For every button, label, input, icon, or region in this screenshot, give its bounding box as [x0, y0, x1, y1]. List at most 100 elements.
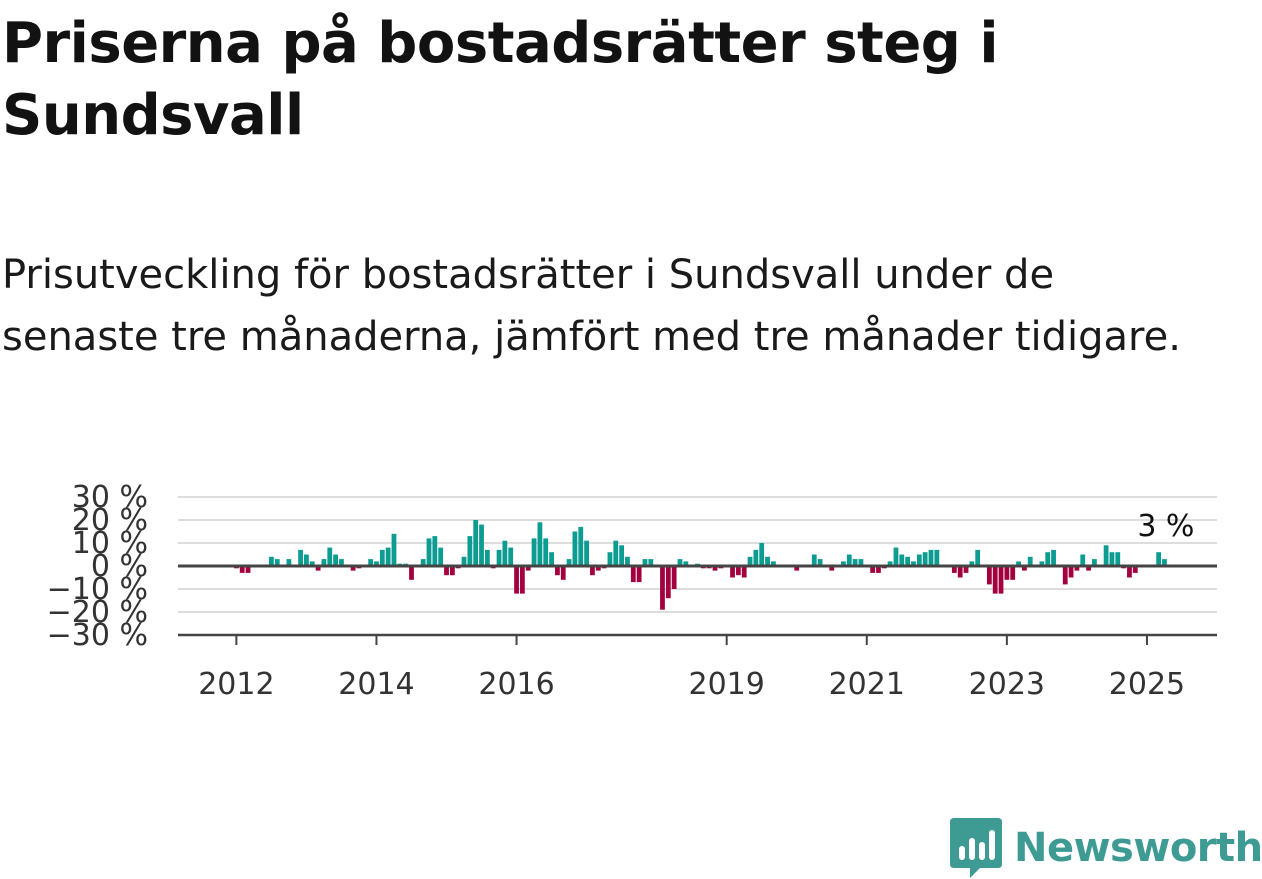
bar — [321, 559, 327, 566]
bar — [963, 566, 969, 573]
bar — [1156, 552, 1162, 566]
bar — [560, 566, 566, 580]
bar — [765, 556, 770, 566]
bar — [975, 549, 981, 566]
bar — [753, 549, 759, 566]
bar — [677, 559, 683, 566]
bar — [1109, 552, 1115, 566]
bar — [304, 554, 309, 566]
y-axis-labels: 30 %20 %10 %0 %−10 %−20 %−30 % — [47, 480, 148, 653]
bar — [502, 540, 508, 566]
bar — [613, 540, 619, 566]
bar — [409, 566, 414, 580]
bar — [619, 545, 625, 566]
bar — [444, 566, 449, 576]
bar — [1010, 566, 1016, 580]
bar — [449, 566, 455, 576]
bar — [438, 547, 444, 566]
y-tick-label: −20 % — [47, 595, 148, 630]
bar — [730, 566, 735, 578]
bar — [519, 566, 525, 594]
bar — [712, 566, 718, 571]
bar — [969, 561, 975, 566]
bar — [1039, 561, 1045, 566]
bar — [309, 561, 315, 566]
bar — [829, 566, 835, 571]
bar — [887, 561, 893, 566]
bar — [333, 554, 338, 566]
bar — [1103, 545, 1109, 566]
bar — [1074, 566, 1080, 571]
chart-subtitle: Prisutveckling för bostadsrätter i Sunds… — [2, 252, 1181, 360]
bar — [986, 566, 992, 585]
bar — [426, 538, 432, 566]
bar — [269, 556, 274, 566]
bar — [420, 559, 426, 566]
bar — [665, 566, 671, 599]
x-tick-label: 2014 — [338, 667, 414, 702]
bar — [461, 556, 467, 566]
bar — [846, 554, 852, 566]
bar — [584, 540, 589, 566]
y-tick-label: 0 % — [91, 549, 148, 584]
bar — [893, 547, 899, 566]
bar — [642, 559, 648, 566]
bar — [747, 556, 753, 566]
bar — [876, 566, 881, 573]
bar — [432, 536, 438, 566]
bar — [770, 561, 776, 566]
bar — [998, 566, 1004, 594]
bar — [1086, 566, 1091, 571]
bar — [1027, 556, 1033, 566]
bar — [870, 566, 876, 573]
bar — [537, 522, 543, 566]
x-axis-labels: 2012 2014 2016 2019 2021 2023 2025 — [198, 667, 1185, 702]
bar — [368, 559, 374, 566]
bar — [339, 559, 344, 566]
bar — [916, 554, 922, 566]
bar — [473, 520, 479, 566]
bar — [286, 559, 292, 566]
bar — [514, 566, 519, 594]
bar — [911, 561, 916, 566]
bar — [245, 566, 251, 573]
bar — [1016, 561, 1021, 566]
y-tick-label: −10 % — [47, 572, 148, 607]
bar — [852, 559, 858, 566]
bar — [1021, 566, 1027, 571]
bar — [525, 566, 531, 571]
bar — [572, 531, 578, 566]
bar — [992, 566, 998, 594]
bar — [957, 566, 963, 578]
brand-name: Newsworthy — [1014, 825, 1262, 871]
bar — [934, 549, 940, 566]
bar — [1132, 566, 1138, 573]
bar-chart: 30 %20 %10 %0 %−10 %−20 %−30 % 2012 2014 2… — [47, 480, 1217, 702]
bar — [508, 547, 514, 566]
bar — [315, 566, 321, 571]
bar — [1115, 552, 1121, 566]
bar — [928, 549, 934, 566]
last-value-label: 3 % — [1137, 509, 1194, 544]
bar — [350, 566, 356, 571]
bar — [1068, 566, 1074, 578]
bar — [905, 556, 911, 566]
bar — [741, 566, 747, 578]
bar — [636, 566, 642, 583]
bars — [233, 520, 1167, 610]
bar — [595, 566, 601, 571]
bar — [794, 566, 800, 571]
newsworthy-logo-icon — [950, 818, 1002, 878]
y-tick-label: −30 % — [47, 618, 148, 653]
x-tick-label: 2016 — [478, 667, 554, 702]
y-tick-label: 10 % — [72, 526, 148, 561]
bar — [630, 566, 636, 583]
bar — [660, 566, 665, 610]
bar — [467, 536, 473, 566]
brand-logo: Newsworthy — [950, 818, 1262, 878]
y-tick-label: 20 % — [72, 503, 148, 538]
bar — [391, 533, 397, 566]
x-axis — [178, 633, 1217, 645]
bar — [1045, 552, 1051, 566]
bar — [484, 549, 490, 566]
